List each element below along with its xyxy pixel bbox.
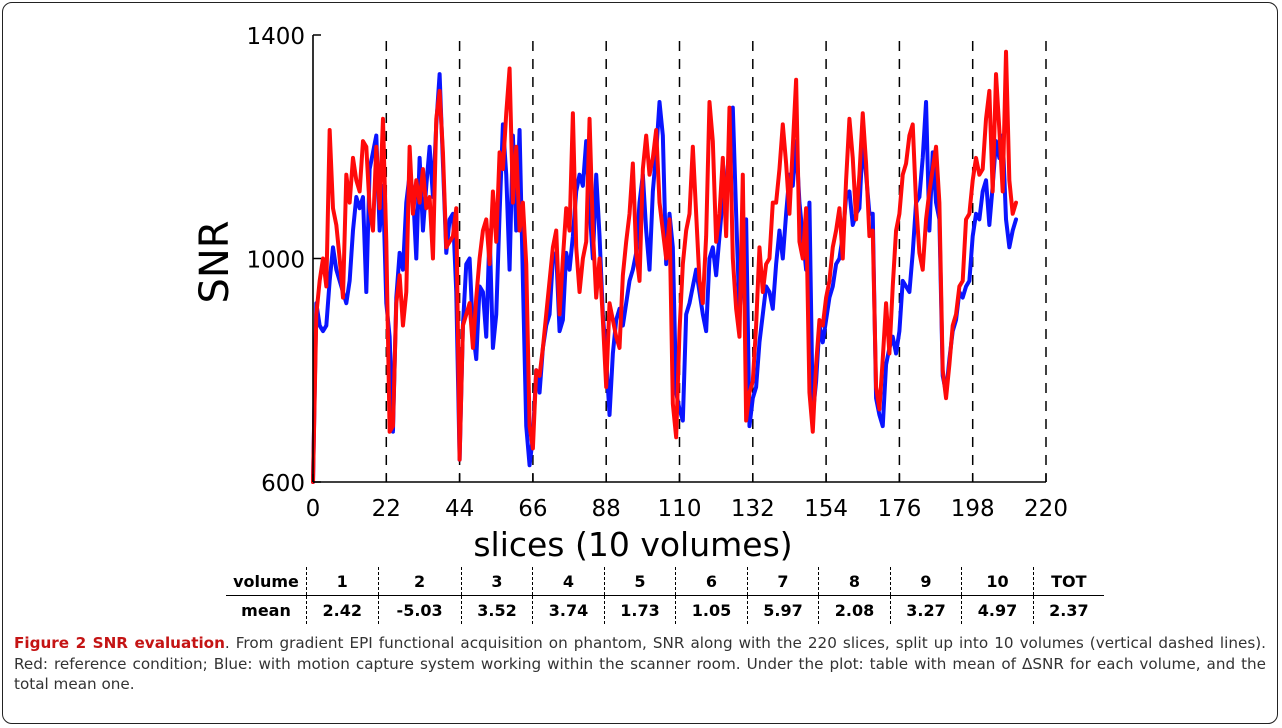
series-layer — [311, 49, 1019, 484]
y-tick-label: 600 — [261, 471, 305, 497]
table-cell: 5.97 — [746, 595, 819, 624]
y-tick-label: 1400 — [246, 24, 305, 50]
x-tick-label: 22 — [372, 496, 401, 522]
y-tick-label: 1000 — [246, 248, 305, 274]
x-tick-label: 110 — [658, 496, 702, 522]
table-row-label: mean — [241, 600, 291, 620]
axes — [312, 34, 1047, 483]
table-cell: TOT — [1032, 567, 1104, 596]
x-tick-label: 0 — [306, 496, 321, 522]
table-cell: 3.52 — [460, 595, 533, 624]
table-cell: 3 — [460, 567, 533, 596]
table-row-label: volume — [226, 567, 307, 596]
x-tick-label: 176 — [877, 496, 921, 522]
table-cell: 7 — [746, 567, 819, 596]
delta-snr-table: volume 1 2 3 4 5 6 7 8 9 10 TOT mean 2.42 -5.03 3.52 3.7… — [226, 567, 1104, 624]
table-cell: 3.74 — [532, 595, 605, 624]
table-cell: 2.42 — [306, 595, 378, 624]
table-cell: 5 — [603, 567, 676, 596]
table-cell: 3.27 — [889, 595, 962, 624]
x-tick-label: 220 — [1024, 496, 1068, 522]
x-tick-label: 154 — [804, 496, 848, 522]
table-header-row: volume 1 2 3 4 5 6 7 8 9 10 TOT — [226, 567, 1104, 596]
series-line-blue — [311, 72, 1019, 484]
table-cell: 8 — [818, 567, 891, 596]
figure-caption: Figure 2 SNR evaluation. From gradient E… — [14, 633, 1266, 695]
table-cell: 2 — [377, 567, 462, 596]
table-cell: 4.97 — [961, 595, 1034, 624]
table-cell: 10 — [961, 567, 1034, 596]
x-tick-label: 66 — [518, 496, 547, 522]
caption-text: . From gradient EPI functional acquisiti… — [14, 634, 1266, 693]
snr-line-chart: 600 1000 1400 0 22 44 66 88 110 132 154 176 198 220 S… — [192, 24, 1068, 564]
y-axis-label: SNR — [192, 220, 238, 303]
table-cell: 2.08 — [818, 595, 891, 624]
table-cell: 2.37 — [1032, 595, 1104, 624]
x-tick-label: 198 — [951, 496, 995, 522]
table-cell: 1.73 — [603, 595, 676, 624]
table-cell: 9 — [889, 567, 962, 596]
x-tick-label: 132 — [731, 496, 775, 522]
table-row: mean 2.42 -5.03 3.52 3.74 1.73 1.05 5.97 2.08 3.2… — [226, 595, 1104, 624]
table-cell: 1 — [306, 567, 378, 596]
caption-title: Figure 2 SNR evaluation — [14, 634, 225, 652]
series-line-red — [311, 49, 1019, 484]
table-cell: 6 — [675, 567, 748, 596]
x-axis-label: slices (10 volumes) — [473, 525, 792, 564]
table-cell: -5.03 — [377, 595, 462, 624]
x-tick-label: 44 — [445, 496, 474, 522]
table-cell: 1.05 — [675, 595, 748, 624]
table-cell: 4 — [532, 567, 605, 596]
tick-labels: 600 1000 1400 0 22 44 66 88 110 132 154 176 198 220 — [246, 24, 1068, 522]
x-tick-label: 88 — [592, 496, 621, 522]
